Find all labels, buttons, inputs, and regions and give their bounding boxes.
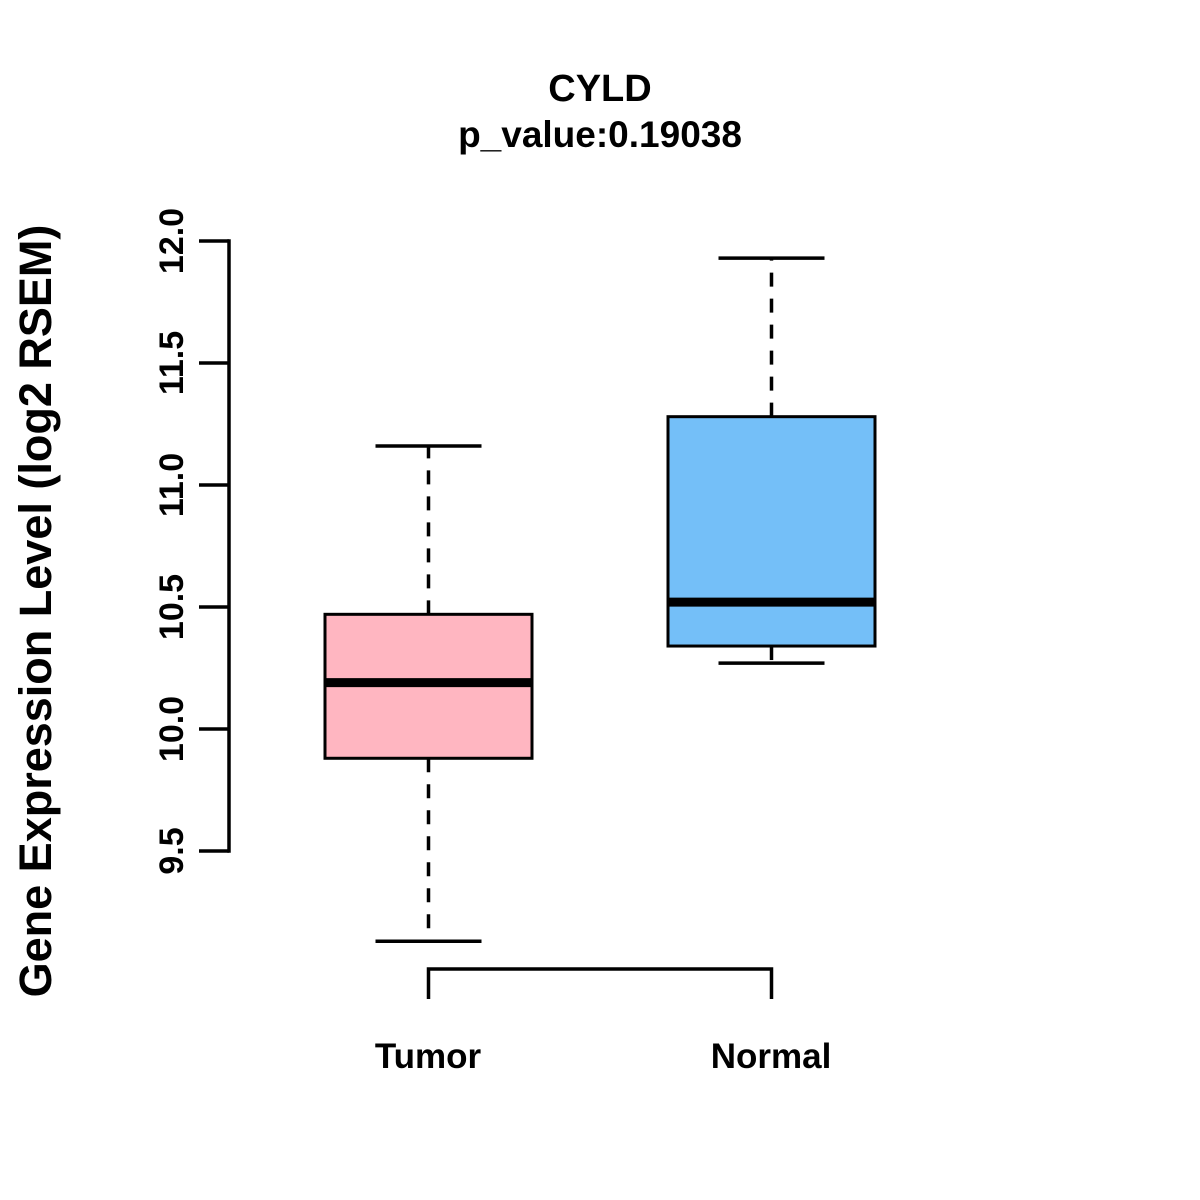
y-tick-label: 11.0 [153, 453, 191, 517]
y-tick-label: 10.5 [153, 574, 191, 640]
y-axis-title: Gene Expression Level (log2 RSEM) [10, 224, 61, 998]
y-tick-label: 9.5 [153, 827, 191, 874]
x-tick-label-normal: Normal [710, 1037, 832, 1076]
box-normal [666, 415, 877, 648]
chart-title: CYLD [548, 68, 652, 110]
y-tick-label: 12.0 [153, 208, 191, 274]
chart-subtitle: p_value:0.19038 [458, 114, 742, 155]
x-tick-label-tumor: Tumor [374, 1037, 482, 1076]
y-tick-label: 10.0 [153, 696, 191, 762]
comparison-bracket [426, 967, 774, 999]
y-tick-label: 11.5 [153, 331, 191, 395]
